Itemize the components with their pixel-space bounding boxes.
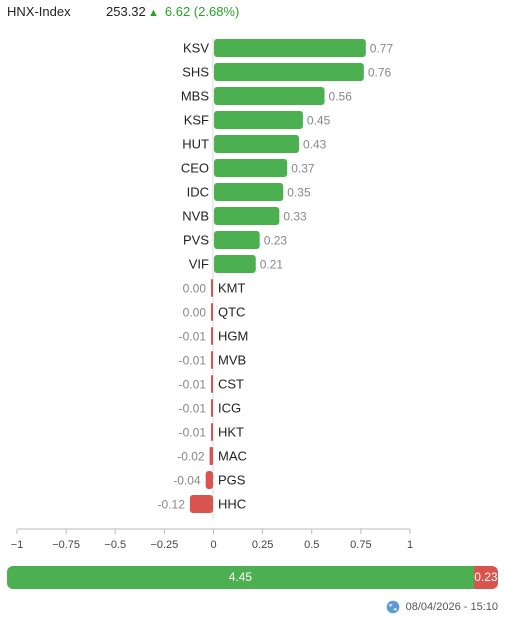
data-label: 0.45: [307, 114, 331, 128]
category-label: HGM: [218, 329, 248, 344]
category-label: KSV: [183, 41, 209, 56]
bar-ceo: [214, 159, 288, 177]
positive-total: 4.45: [228, 570, 253, 584]
x-tick-label: −0.75: [52, 539, 80, 551]
category-label: ICG: [218, 401, 241, 416]
x-tick-label: −0.5: [104, 539, 126, 551]
index-header: HNX-Index 253.32 ▲ 6.62 (2.68%): [7, 4, 239, 19]
data-label: 0.33: [283, 210, 307, 224]
index-name: HNX-Index: [7, 4, 71, 19]
data-label: -0.12: [158, 498, 186, 512]
bar-hhc: [189, 495, 213, 513]
category-label: KSF: [184, 113, 209, 128]
data-label: 0.23: [264, 234, 288, 248]
bar-icg: [211, 399, 213, 417]
category-label: HKT: [218, 425, 244, 440]
category-label: MVB: [218, 353, 246, 368]
data-label: 0.76: [368, 66, 392, 80]
globe-icon: [386, 600, 399, 614]
category-label: VIF: [189, 257, 209, 272]
data-label: -0.01: [179, 426, 207, 440]
data-label: 0.56: [329, 90, 353, 104]
bar-shs: [214, 63, 364, 81]
triangle-up-icon: ▲: [148, 7, 159, 19]
bar-kmt: [211, 279, 213, 297]
category-label: MBS: [181, 89, 210, 104]
x-tick-label: −1: [11, 539, 24, 551]
data-label: 0.00: [183, 282, 207, 296]
index-value: 253.32: [106, 4, 146, 19]
timestamp-text: 08/04/2026 - 15:10: [405, 601, 498, 613]
data-label: -0.01: [179, 402, 207, 416]
x-tick-label: 1: [407, 539, 413, 551]
data-label: 0.00: [183, 306, 207, 320]
category-label: NVB: [182, 209, 209, 224]
category-label: MAC: [218, 449, 247, 464]
category-label: IDC: [187, 185, 209, 200]
category-label: CST: [218, 377, 244, 392]
bar-nvb: [214, 207, 280, 225]
x-tick-label: 0.75: [350, 539, 371, 551]
data-label: -0.01: [179, 378, 207, 392]
contribution-bar-chart: KSV 0.77 SHS 0.76 MBS 0.56 KSF 0.45 HUT 0.43 CEO 0.…: [11, 38, 413, 551]
bar-mvb: [211, 351, 213, 369]
update-timestamp: 08/04/2026 - 15:10: [386, 600, 498, 614]
bar-mac: [209, 447, 213, 465]
category-label: HUT: [182, 137, 209, 152]
negative-total-bar: 0.23: [473, 566, 498, 589]
x-tick-label: −0.25: [150, 539, 178, 551]
data-label: -0.04: [173, 474, 201, 488]
summary-bar: 4.45 0.23: [7, 566, 498, 589]
bar-vif: [214, 255, 256, 273]
category-label: PGS: [218, 473, 246, 488]
category-label: SHS: [182, 65, 209, 80]
bar-qtc: [211, 303, 213, 321]
bar-hut: [214, 135, 299, 153]
data-label: 0.35: [287, 186, 311, 200]
x-tick-label: 0.25: [252, 539, 273, 551]
data-label: 0.37: [291, 162, 315, 176]
category-label: QTC: [218, 305, 245, 320]
data-label: 0.77: [370, 42, 394, 56]
data-label: -0.02: [177, 450, 205, 464]
category-label: PVS: [183, 233, 209, 248]
bar-ksf: [214, 111, 303, 129]
x-tick-label: 0: [210, 539, 216, 551]
category-label: HHC: [218, 497, 246, 512]
x-tick-label: 0.5: [304, 539, 319, 551]
bar-pvs: [214, 231, 260, 249]
category-label: CEO: [181, 161, 209, 176]
bar-pgs: [205, 471, 213, 489]
bar-ksv: [214, 39, 366, 57]
data-label: -0.01: [179, 354, 207, 368]
data-label: 0.43: [303, 138, 327, 152]
bar-cst: [211, 375, 213, 393]
bar-hkt: [211, 423, 213, 441]
bar-hgm: [211, 327, 213, 345]
positive-total-bar: 4.45: [7, 566, 474, 589]
data-label: 0.21: [260, 258, 284, 272]
index-change-text: 6.62 (2.68%): [164, 4, 240, 19]
category-label: KMT: [218, 281, 246, 296]
bar-mbs: [214, 87, 325, 105]
bar-idc: [214, 183, 284, 201]
negative-total: 0.23: [474, 570, 498, 584]
data-label: -0.01: [179, 330, 207, 344]
index-change: ▲ 6.62 (2.68%): [148, 4, 239, 19]
